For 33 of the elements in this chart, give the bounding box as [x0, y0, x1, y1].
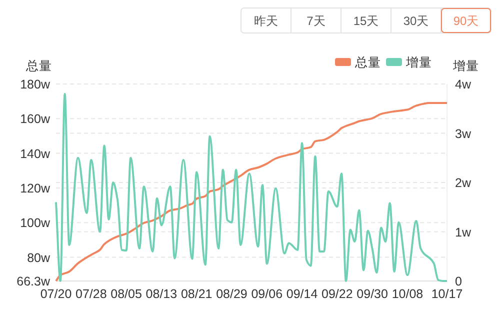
- text: 30天: [403, 14, 429, 28]
- x-tick-label: 08/21: [180, 287, 212, 301]
- x-tick-label: 10/17: [431, 287, 463, 301]
- x-tick-label: 07/28: [76, 287, 107, 301]
- y-tick-label: 80w: [27, 250, 51, 265]
- y-tick-label: 160w: [20, 112, 51, 126]
- y-tick-label: 66.3w: [16, 274, 51, 288]
- y2-tick-label: 1w: [455, 225, 472, 240]
- text: 15天: [353, 14, 379, 28]
- y2-tick-label: 2w: [455, 176, 472, 190]
- x-tick-label: 08/29: [216, 287, 248, 301]
- text: 昨天: [254, 14, 278, 28]
- x-tick-label: 09/06: [251, 287, 283, 301]
- y-tick-label: 100w: [20, 216, 51, 230]
- y-tick-label: 180w: [20, 78, 51, 92]
- y2-tick-label: 4w: [455, 78, 472, 92]
- x-tick-label: 08/13: [146, 287, 178, 301]
- x-tick-label: 09/22: [322, 287, 353, 301]
- x-tick-label: 10/08: [392, 287, 424, 301]
- x-tick-label: 08/05: [110, 287, 142, 301]
- x-tick-label: 09/30: [356, 287, 388, 301]
- y-axis-title: 总量: [25, 59, 52, 73]
- legend-label: 总量: [354, 56, 381, 70]
- y2-tick-label: 3w: [455, 126, 472, 141]
- y-tick-label: 140w: [20, 146, 51, 161]
- legend-label: 增量: [405, 56, 432, 70]
- text: 90天: [453, 14, 479, 28]
- x-tick-label: 09/14: [286, 287, 318, 301]
- text: 7天: [306, 14, 326, 28]
- y-tick-label: 120w: [20, 181, 51, 196]
- x-tick-label: 07/20: [40, 287, 72, 301]
- y2-axis-title: 增量: [452, 59, 479, 73]
- y2-tick-label: 0: [455, 274, 462, 288]
